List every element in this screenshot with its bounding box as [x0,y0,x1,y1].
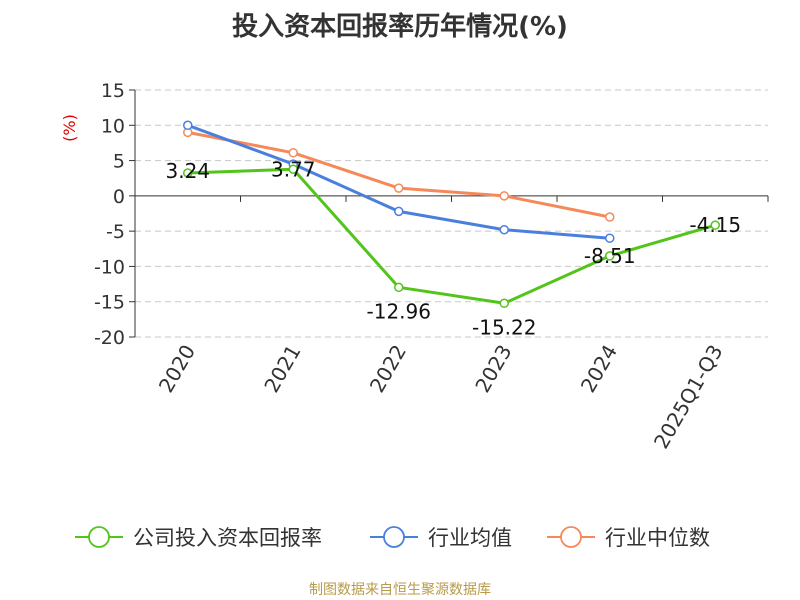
source-note: 制图数据来自恒生聚源数据库 [309,582,491,598]
legend-label: 行业中位数 [605,526,710,550]
legend-label: 公司投入资本回报率 [133,526,322,550]
data-label: -8.51 [584,244,636,268]
industry-avg-series-line [187,123,610,240]
x-tick-label: 2023 [470,341,516,397]
data-point [183,120,193,131]
y-tick-label: -10 [94,256,125,278]
data-label: 3.24 [165,159,210,183]
series [183,120,720,309]
industry-median-series [183,127,615,222]
data-point [394,183,404,193]
y-tick-label: 0 [113,186,125,208]
legend-marker-icon [560,526,582,548]
data-point [394,206,404,217]
data-point [710,220,720,230]
industry-avg-series [183,120,615,243]
legend-marker-icon [88,526,110,548]
data-point [499,191,509,201]
legend-label: 行业均值 [428,526,512,550]
legend-marker-icon [383,526,405,548]
data-point [499,224,509,235]
data-point [499,298,509,309]
data-point [183,168,193,178]
data-point [605,233,615,243]
x-tick-label: 2022 [365,341,411,397]
y-tick-label: -20 [94,327,125,349]
industry-median-series-line [187,130,611,219]
y-tick-label: -5 [106,221,125,243]
data-label: -15.22 [472,315,536,339]
x-tick-label: 2021 [259,341,305,397]
data-labels: 3.24 3.77 -12.96 -15.22 -8.51 -4.15 [165,157,741,339]
data-label: 3.77 [271,157,316,181]
y-tick-label: 10 [101,115,125,137]
y-tick-label: -15 [94,292,125,314]
data-label: -4.15 [689,213,741,237]
x-tick-label: 2024 [576,341,622,397]
y-tick-label: 15 [101,80,125,102]
x-tick-label: 2020 [154,341,200,397]
data-point [605,212,615,222]
data-point [288,164,298,175]
y-tick-label: 5 [113,151,125,173]
company-series [183,164,720,309]
legend-industry-median[interactable]: 行业中位数 [547,526,710,550]
data-label: -12.96 [367,299,431,323]
data-point [394,282,404,293]
data-point [605,251,615,261]
x-tick-label: 2025Q1-Q3 [649,341,728,453]
data-point [288,148,298,158]
y-axis-unit: (%) [60,114,79,142]
chart-title: 投入资本回报率历年情况(%) [232,12,568,42]
legend-industry-avg[interactable]: 行业均值 [370,526,512,550]
legend-company[interactable]: 公司投入资本回报率 [75,526,322,550]
grid [135,89,768,338]
company-series-line [187,167,716,305]
legend[interactable]: 公司投入资本回报率 行业均值 行业中位数 [75,526,710,550]
